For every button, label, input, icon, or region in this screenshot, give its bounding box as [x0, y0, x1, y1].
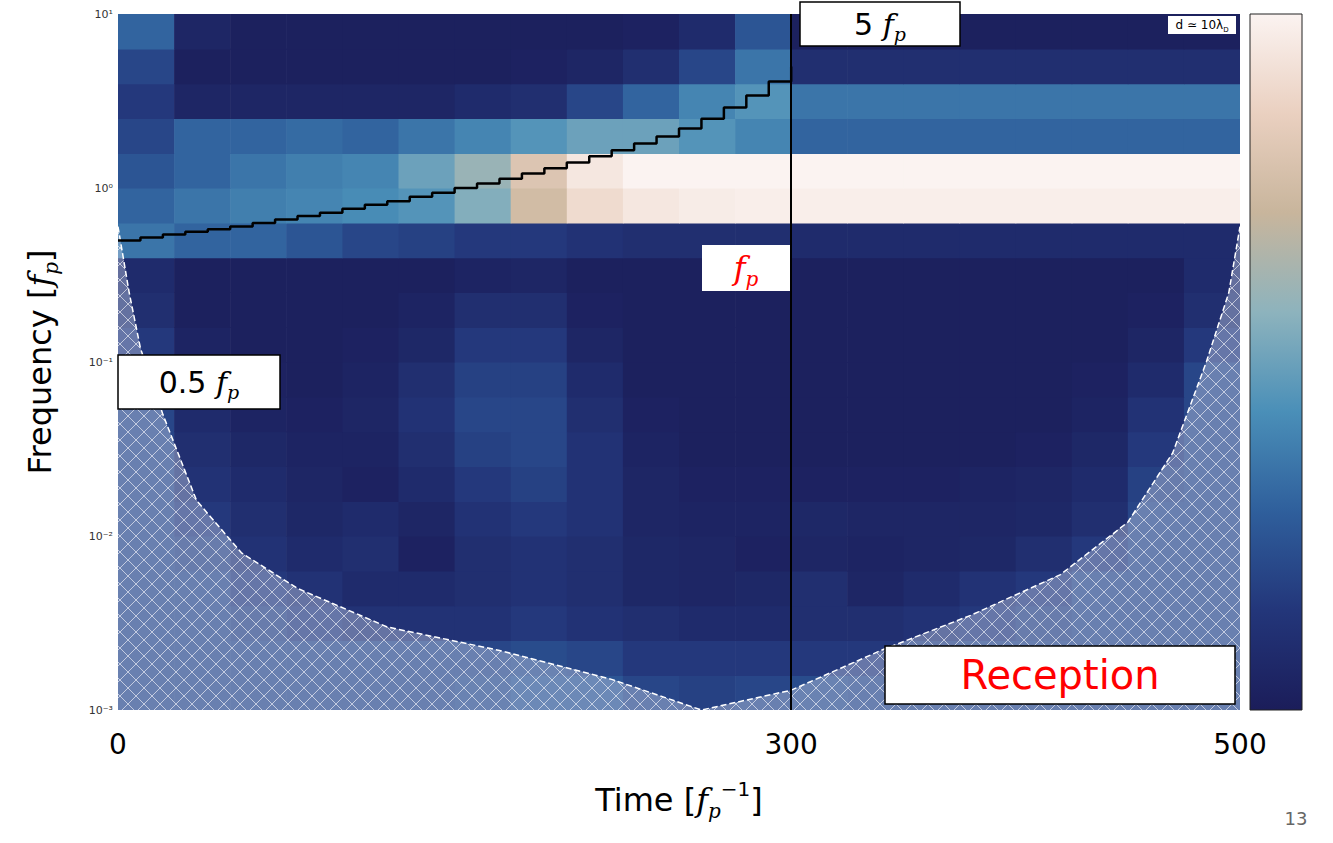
svg-text:10⁻³: 10⁻³: [89, 704, 113, 717]
svg-text:0: 0: [109, 728, 127, 761]
svg-text:300: 300: [764, 728, 817, 761]
svg-text:f: f: [882, 6, 894, 42]
svg-text:p: p: [227, 381, 239, 403]
svg-text:d ≃ 10λ: d ≃ 10λ: [1175, 18, 1223, 32]
svg-text:−1: −1: [721, 777, 750, 801]
svg-text:10¹: 10¹: [95, 8, 113, 21]
svg-text:p: p: [746, 267, 759, 291]
svg-text:f: f: [696, 781, 708, 819]
svg-text:0.5: 0.5: [159, 365, 216, 400]
svg-text:500: 500: [1213, 728, 1266, 761]
svg-text:p: p: [708, 799, 721, 823]
svg-text:D: D: [1223, 26, 1228, 34]
svg-text:f: f: [21, 274, 59, 287]
svg-text:10⁻²: 10⁻²: [89, 530, 113, 543]
svg-text:f: f: [733, 249, 746, 287]
svg-text:Reception: Reception: [960, 652, 1159, 698]
svg-text:]: ]: [750, 781, 762, 819]
svg-text:Time [: Time [: [594, 781, 696, 819]
svg-text:10⁻¹: 10⁻¹: [89, 356, 113, 369]
svg-text:5: 5: [854, 7, 883, 42]
svg-text:10⁰: 10⁰: [95, 182, 114, 195]
svg-text:Frequency [: Frequency [: [21, 287, 59, 475]
svg-text:p: p: [894, 23, 906, 45]
svg-text:]: ]: [21, 249, 59, 261]
svg-text:p: p: [39, 262, 63, 275]
svg-text:f: f: [216, 364, 228, 400]
svg-text:13: 13: [1285, 808, 1308, 829]
